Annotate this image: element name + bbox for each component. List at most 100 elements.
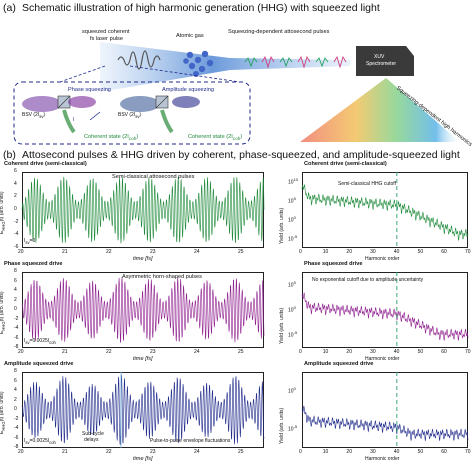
time-plot-svg [21,372,265,448]
squeezing-box [13,81,251,145]
x-tick-label: 25 [238,349,244,355]
x-tick-label: 40 [393,349,400,355]
x-tick-label: 10 [322,249,329,255]
x-tick-label: 60 [441,249,447,255]
label-laser-2: fs laser pulse [90,36,123,42]
spectrum-plot-frame [302,272,468,348]
y-axis-label: EHHG(t) (arb. units) [0,191,6,234]
spectrum-plot-svg [301,272,469,348]
plot-annotation-2: Pulse-to-pulse envelope fluctuations [150,438,231,444]
x-tick-label: 21 [62,249,68,255]
squeezing-intensity-label: Isv=0 [24,238,36,245]
x-axis-label: time [fs] [133,456,153,462]
x-tick-label: 70 [465,449,471,455]
y-tick-label: 6 [14,277,17,284]
time-trace [21,374,265,445]
y-tick-label: -6 [14,334,19,341]
y-tick-label: -6 [14,434,19,441]
label-bsv-2: BSV (2Isv) [118,112,142,119]
x-tick-label: 25 [238,449,244,455]
spectrum-plot-svg [301,172,469,248]
y-tick-label: 10-5 [288,424,298,433]
amplitude-squeezing-illustration [120,95,200,134]
x-tick-label: 20 [346,349,352,355]
xuv-spectrometer [356,46,414,76]
x-tick-label: 50 [417,249,424,255]
x-tick-label: 20 [18,449,24,455]
x-tick-label: 60 [441,349,447,355]
x-tick-label: 24 [194,449,200,455]
x-tick-label: 22 [106,349,112,355]
plot-title: Coherent drive (semi-classical) [4,161,87,167]
spectrum-trace [301,184,469,241]
squeezing-intensity-label: Isv=0.0025Icoh [24,438,56,445]
schematic-illustration [13,42,460,145]
y-axis-label: Yield (arb. units) [279,307,285,344]
panel-b-letter: (b) [3,149,16,161]
y-tick-label: -6 [14,244,19,250]
spectrum-plot-svg [301,372,469,448]
y-tick-label: 100 [288,305,296,314]
y-tick-label: 8 [14,368,17,374]
plot-annotation: Asymmetric horn-shaped pulses [122,274,202,280]
x-tick-label: 30 [370,249,376,255]
time-trace [21,176,265,244]
x-tick-label: 25 [238,249,244,255]
y-tick-label: 100 [288,214,296,224]
panel-a-title: Schematic illustration of high harmonic … [22,2,380,14]
y-tick-label: -2 [14,415,19,422]
phase-squeezing-illustration [22,95,96,134]
x-tick-label: 22 [106,249,112,255]
y-tick-label: -4 [14,325,19,331]
y-tick-label: -2 [14,315,19,322]
x-tick-label: 10 [322,449,329,455]
y-tick-label: -8 [14,344,19,350]
x-tick-label: 30 [370,349,376,355]
label-phase-squeezing: Phase squeezing [68,87,111,93]
y-tick-label: 10-5 [288,233,298,243]
y-tick-label: 4 [14,287,17,293]
x-axis-label: time [fs] [133,256,153,262]
plot-title: Coherent drive (semi-classical) [304,161,387,167]
x-tick-label: 24 [194,249,200,255]
label-coherent-1: Coherent state (2Icoh) [84,134,139,142]
x-tick-label: 20 [18,349,24,355]
x-tick-label: 22 [106,449,112,455]
x-axis-label: Harmonic order [365,456,400,462]
y-tick-label: 4 [14,180,17,187]
laser-beam [100,42,350,92]
y-axis-label: EHHG(t) (arb. units) [0,291,6,334]
label-pulses: Squeezing-dependent attosecond pulses [228,29,330,35]
x-tick-label: 40 [393,249,400,255]
x-tick-label: 0 [299,449,302,455]
label-bsv-1: BSV (2Isv) [22,112,46,119]
x-axis-label: time [fs] [133,356,153,362]
y-tick-label: -8 [14,444,19,450]
y-tick-label: 1010 [288,176,299,186]
y-tick-label: 2 [14,396,17,403]
plot-annotation: Semi-classical attosecond pulses [112,174,195,180]
attosecond-pulses [244,55,347,69]
plot-annotation: No exponential cutoff due to amplitude u… [312,277,424,283]
y-tick-label: 100 [288,386,296,395]
plot-title: Phase squeezed drive [304,261,363,267]
y-tick-label: 6 [14,377,17,384]
plot-annotation-1b: delays [84,437,99,443]
y-tick-label: 0 [14,206,17,212]
x-tick-label: 20 [346,249,352,255]
x-tick-label: 50 [417,349,424,355]
y-tick-label: 4 [14,387,17,393]
y-tick-label: 6 [14,168,17,174]
time-plot-frame [22,172,264,248]
plot-title: Phase squeezed drive [4,261,63,267]
y-tick-label: -2 [14,218,19,225]
x-tick-label: 50 [417,449,424,455]
x-tick-label: 21 [62,449,68,455]
x-tick-label: 70 [465,349,471,355]
x-tick-label: 0 [299,349,302,355]
label-coherent-2: Coherent state (2Icoh) [188,134,243,142]
x-tick-label: 20 [18,249,24,255]
x-tick-label: 30 [370,449,376,455]
squeezing-intensity-label: Isv=0.0025Icoh [24,338,56,345]
high-harmonics-fan [300,78,460,142]
